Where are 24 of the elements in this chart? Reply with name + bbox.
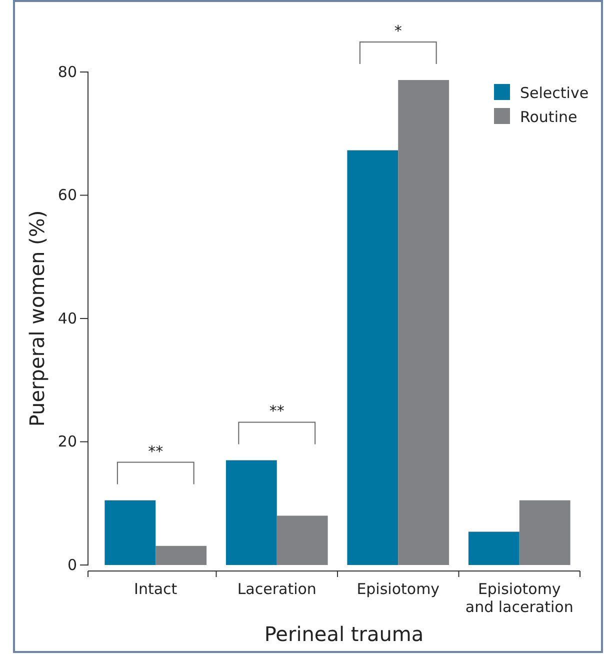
text: *: [394, 22, 402, 40]
legend-label: Routine: [520, 108, 578, 126]
bar: [519, 500, 570, 565]
bar: [104, 500, 156, 565]
x-tick-label: Episiotomy and laceration: [465, 580, 574, 616]
y-tick-label: 60: [58, 186, 77, 204]
bar: [347, 150, 398, 565]
bar: [398, 80, 450, 565]
y-tick-label: 20: [58, 432, 77, 451]
annotation: **: [148, 442, 164, 460]
x-tick-label: Intact: [134, 580, 178, 598]
annotation: **: [269, 402, 285, 420]
bar: [226, 460, 277, 565]
bar: [156, 546, 207, 565]
y-tick-label: 0: [67, 556, 77, 574]
y-tick-label: 80: [58, 62, 77, 81]
bar: [276, 516, 328, 565]
y-axis-title: Puerperal women (%): [25, 210, 49, 427]
legend-label: Selective: [520, 84, 589, 102]
x-tick-label: Episiotomy: [356, 580, 440, 598]
x-axis-title: Perineal trauma: [264, 622, 424, 646]
y-tick-label: 40: [58, 309, 77, 328]
bar: [468, 532, 520, 565]
x-tick-label: Laceration: [237, 580, 316, 598]
